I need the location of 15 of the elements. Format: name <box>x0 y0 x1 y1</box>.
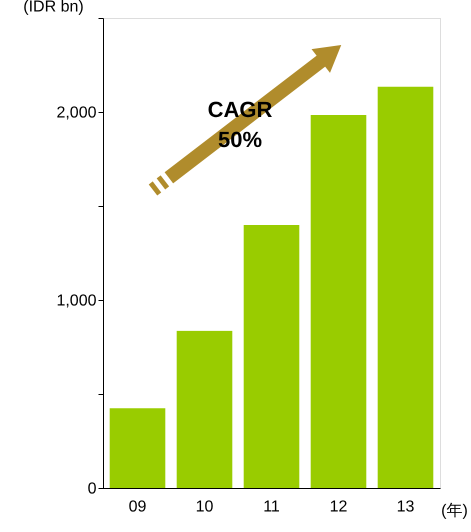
y-tick-label: 2,000 <box>56 104 97 122</box>
bar <box>176 330 232 488</box>
bar <box>244 224 300 488</box>
bar <box>110 408 166 488</box>
y-axis-title: (IDR bn) <box>23 0 84 16</box>
bar <box>378 86 434 488</box>
x-tick-label: 09 <box>128 498 147 516</box>
bar <box>310 115 366 488</box>
x-tick-label: 11 <box>263 498 280 516</box>
y-tick-label: 1,000 <box>56 292 97 310</box>
x-tick-label: 12 <box>330 498 348 516</box>
y-tick-label: 0 <box>88 480 97 498</box>
x-tick-label: 13 <box>396 498 414 516</box>
x-tick-label: 10 <box>196 498 214 516</box>
x-axis-title: (年) <box>441 502 468 520</box>
